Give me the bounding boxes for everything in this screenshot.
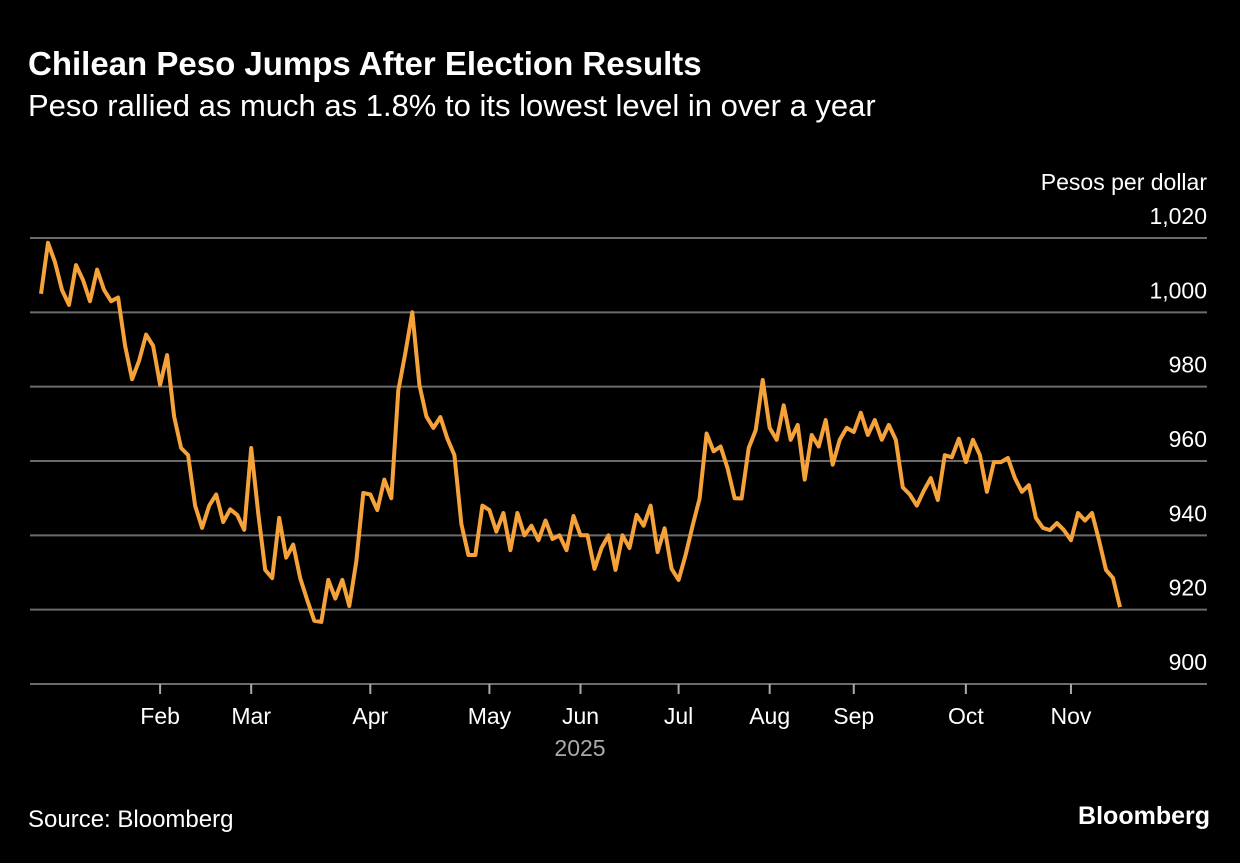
x-tick-label: Feb (140, 703, 180, 729)
x-tick-label: Oct (948, 703, 984, 729)
chart-subtitle: Peso rallied as much as 1.8% to its lowe… (28, 88, 876, 123)
x-tick-label: Jul (664, 703, 693, 729)
x-tick-label: Nov (1051, 703, 1092, 729)
y-tick-label: 1,000 (1149, 277, 1207, 303)
y-axis-label: Pesos per dollar (1041, 169, 1208, 195)
y-tick-label: 900 (1169, 649, 1207, 675)
x-tick-label: Aug (749, 703, 790, 729)
price-line (39, 240, 1122, 624)
x-axis-label: 2025 (554, 735, 605, 761)
y-tick-label: 960 (1169, 426, 1207, 452)
y-tick-label: 1,020 (1149, 203, 1207, 229)
x-tick-label: Sep (833, 703, 874, 729)
y-tick-label: 980 (1169, 352, 1207, 378)
x-tick-label: Mar (231, 703, 271, 729)
chart-title: Chilean Peso Jumps After Election Result… (28, 45, 702, 82)
y-tick-label: 940 (1169, 500, 1207, 526)
y-tick-label: 920 (1169, 575, 1207, 601)
source: Source: Bloomberg (28, 806, 233, 833)
brand: Bloomberg (1078, 802, 1210, 830)
x-tick-label: May (468, 703, 512, 729)
x-tick-label: Jun (562, 703, 599, 729)
x-tick-label: Apr (352, 703, 388, 729)
